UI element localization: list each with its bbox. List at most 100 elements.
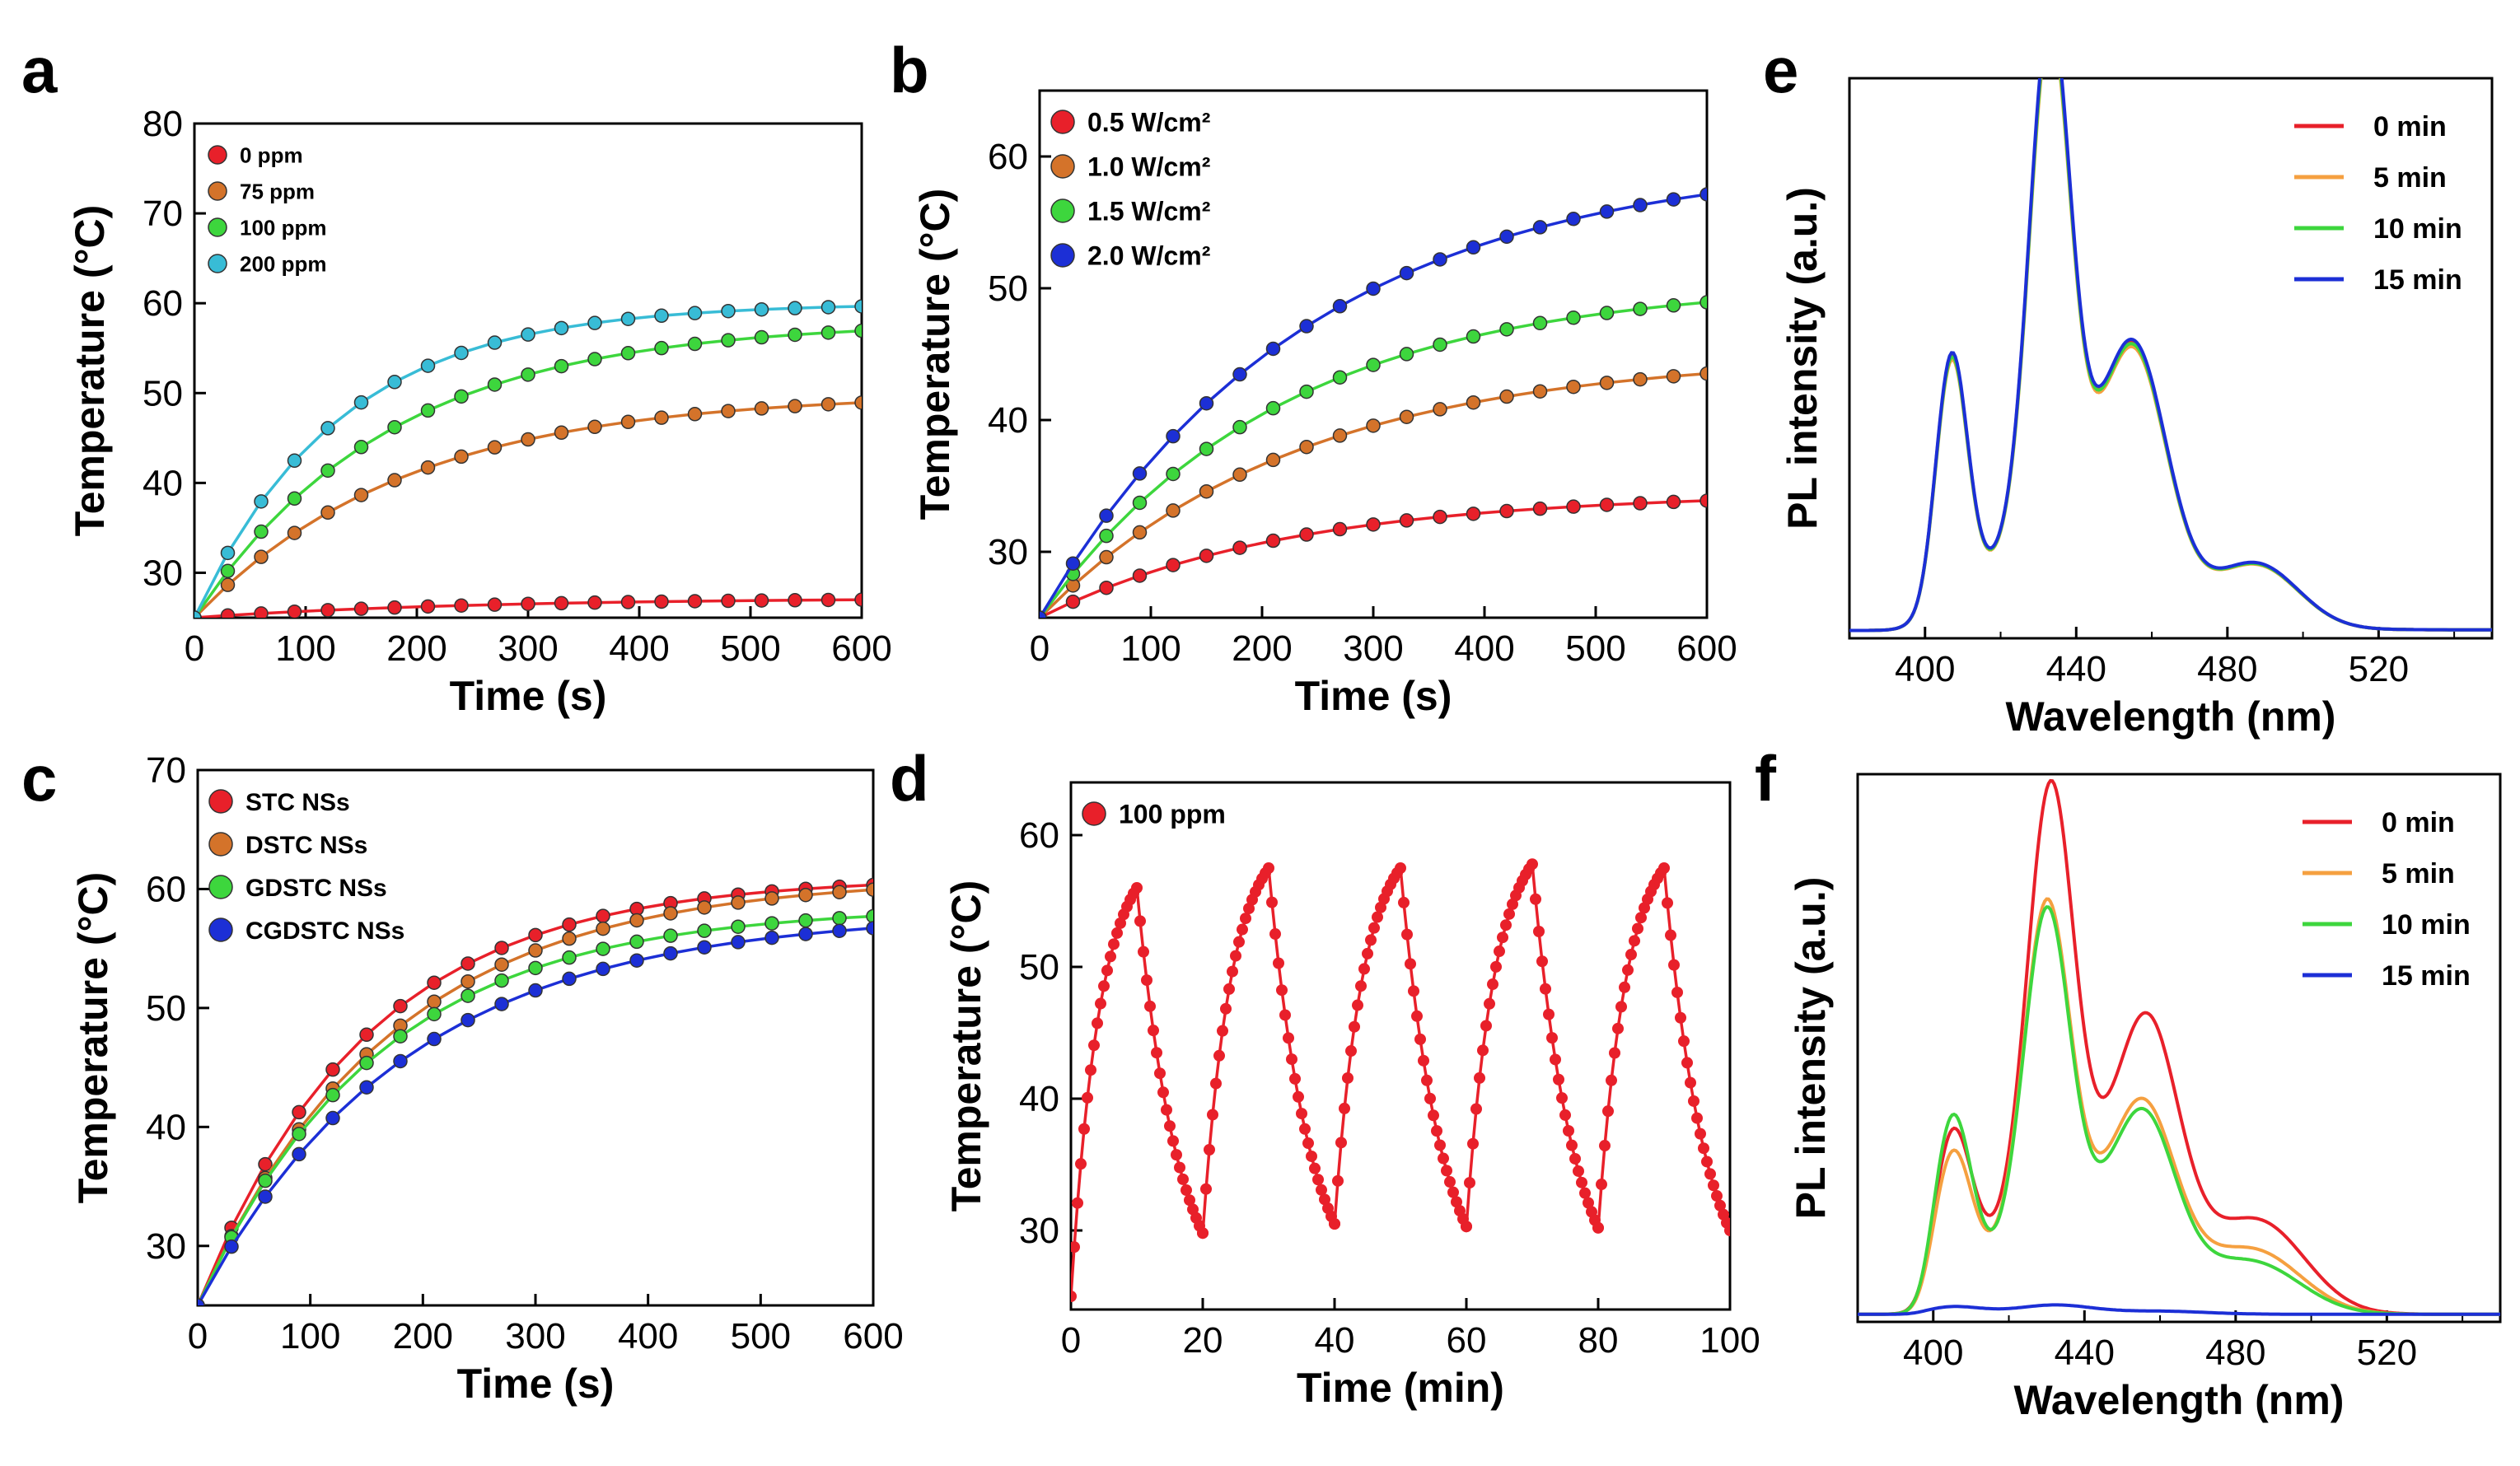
data-point (788, 399, 802, 413)
data-point (420, 358, 436, 373)
data-point (1599, 306, 1615, 320)
y-tick-label: 50 (146, 988, 186, 1029)
data-point (254, 549, 269, 564)
x-tick-label: 100 (1699, 1320, 1760, 1361)
legend-marker (1050, 198, 1075, 223)
y-tick-label: 30 (988, 532, 1028, 572)
data-point (1204, 1143, 1215, 1156)
legend-c: STC NSs DSTC NSs GDSTC NSs CGDSTC NSs (208, 789, 404, 945)
x-tick-label: 100 (1120, 628, 1181, 669)
x-tick-label: 400 (618, 1316, 678, 1356)
x-tick-label: 520 (2349, 649, 2409, 689)
data-point (194, 610, 202, 618)
legend-label: GDSTC NSs (245, 875, 387, 902)
data-point (1599, 497, 1615, 512)
legend-marker (208, 875, 233, 899)
data-point (1283, 1032, 1294, 1044)
data-point (320, 603, 335, 618)
data-point (1366, 517, 1381, 532)
data-point (287, 604, 302, 618)
data-point (1499, 229, 1514, 245)
data-point (325, 1110, 340, 1126)
data-point (1299, 527, 1314, 542)
data-point (287, 491, 302, 507)
data-point (1233, 936, 1245, 948)
data-point (1276, 984, 1288, 997)
data-point (420, 599, 436, 614)
data-point (1629, 935, 1640, 947)
x-axis-label: Time (s) (457, 1361, 615, 1407)
data-point (1132, 466, 1148, 481)
series-line-e-3 (1849, 78, 2492, 633)
data-point (1230, 950, 1241, 962)
data-point (1358, 963, 1370, 975)
data-point (1405, 958, 1416, 970)
series-line-f-3 (1858, 1303, 2500, 1316)
data-point (1232, 419, 1247, 435)
data-point (1566, 212, 1581, 226)
data-point (596, 941, 610, 956)
data-point (1166, 428, 1181, 444)
data-point (1461, 1221, 1472, 1233)
data-point (1546, 1032, 1558, 1044)
data-point (1497, 931, 1508, 944)
data-point (258, 1173, 273, 1188)
panel-a: a 0 100 200 300 400 500 600 30 40 50 60 70 80 Time (s)… (21, 34, 892, 719)
data-point (387, 600, 402, 615)
data-point (663, 928, 678, 943)
data-point (1639, 902, 1650, 914)
data-point (1428, 1109, 1439, 1122)
data-point (1433, 337, 1447, 352)
panel-label-f: f (1755, 742, 1777, 815)
data-point (554, 358, 569, 374)
data-point (1131, 882, 1143, 894)
data-point (1500, 919, 1512, 931)
x-tick-label: 100 (280, 1316, 340, 1356)
data-point (1708, 1179, 1719, 1192)
data-point (461, 973, 475, 989)
data-point (1355, 980, 1367, 992)
data-point (1105, 950, 1116, 963)
data-point (1365, 934, 1377, 946)
data-point (554, 425, 569, 441)
data-point (1596, 1179, 1607, 1191)
x-tick-label: 300 (505, 1316, 565, 1356)
legend-marker (1050, 110, 1075, 134)
data-point (487, 335, 503, 350)
data-point (1633, 371, 1648, 387)
data-point (198, 1298, 205, 1305)
data-point (1166, 466, 1181, 482)
data-point (1579, 1187, 1591, 1199)
x-tick-label: 600 (1676, 628, 1737, 669)
data-point (1612, 1022, 1624, 1034)
data-point (596, 908, 610, 923)
legend-marker (208, 789, 233, 814)
data-point (487, 440, 503, 455)
data-point (1220, 1002, 1232, 1015)
data-point (1532, 501, 1548, 516)
data-point (587, 595, 602, 610)
data-point (521, 327, 535, 342)
data-point (1487, 978, 1498, 991)
data-point (687, 306, 703, 320)
data-point (620, 595, 636, 609)
data-point (1569, 1152, 1581, 1165)
data-point (562, 971, 577, 987)
data-point (596, 921, 610, 936)
data-point (697, 923, 712, 938)
data-point (1665, 929, 1676, 941)
panel-f: f 400 440 480 520 Wavelength (nm) PL intensity… (1755, 742, 2502, 1423)
data-point (1293, 1090, 1304, 1103)
data-point (1399, 347, 1414, 362)
data-point (1395, 862, 1406, 874)
data-point (461, 988, 475, 1003)
data-point (393, 998, 408, 1014)
data-point (866, 921, 873, 936)
legend-label: 1.5 W/cm² (1087, 197, 1210, 226)
data-point (528, 983, 543, 998)
y-tick-label: 50 (1019, 947, 1059, 987)
x-axis-label: Time (min) (1297, 1365, 1504, 1411)
data-point (1666, 298, 1681, 313)
data-point (554, 320, 569, 336)
data-point (1691, 1112, 1703, 1124)
